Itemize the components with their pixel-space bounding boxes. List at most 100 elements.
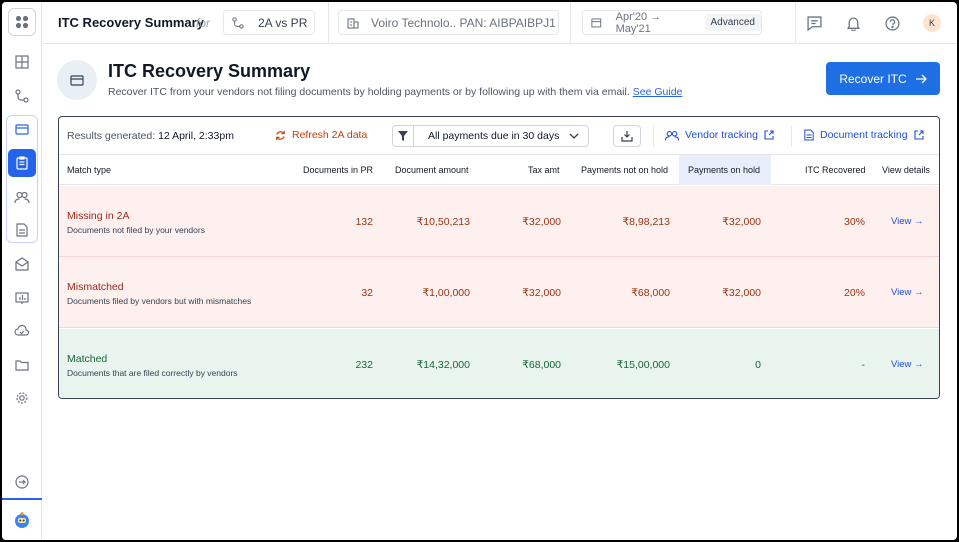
help-icon[interactable] (883, 14, 901, 32)
wallet-icon[interactable] (8, 115, 36, 143)
document-icon[interactable] (8, 216, 36, 244)
see-guide-link[interactable]: See Guide (632, 86, 683, 98)
results-label: Results generated: (67, 130, 156, 142)
building-icon (347, 17, 359, 29)
bell-icon[interactable] (844, 14, 862, 32)
payments-on-hold: ₹32,000 (722, 287, 761, 299)
itc-recovered: - (861, 359, 866, 371)
col-tax-amt: Tax amt (528, 165, 560, 175)
col-documents-in-pr: Documents in PR (303, 165, 374, 175)
document-amount: ₹1,00,000 (422, 287, 470, 299)
subtitle-text: Recover ITC from your vendors not filing… (108, 86, 630, 98)
report-icon[interactable] (8, 284, 36, 312)
recover-itc-button[interactable]: Recover ITC (826, 62, 940, 95)
compare-icon (232, 16, 244, 29)
row-name: Matched (67, 353, 108, 365)
external-link-icon (764, 130, 774, 140)
topbar-divider (795, 2, 796, 44)
page-title: ITC Recovery Summary (108, 61, 311, 81)
table-header: Match type Documents in PR Document amou… (59, 155, 939, 185)
refresh-label: Refresh 2A data (292, 129, 368, 141)
card-toolbar: Results generated: 12 April, 2:33pm Refr… (59, 117, 939, 155)
chat-icon[interactable] (805, 14, 823, 32)
view-link[interactable]: View → (891, 216, 924, 227)
results-generated: Results generated: 12 April, 2:33pm (67, 130, 234, 142)
itc-recovered: 20% (843, 287, 865, 299)
col-payments-not-on-hold: Payments not on hold (581, 165, 669, 175)
table-row-missing: Missing in 2A Documents not filed by you… (59, 186, 939, 257)
row-desc: Documents that are filed correctly by ve… (67, 368, 238, 378)
documents-in-pr: 132 (355, 216, 373, 228)
users-icon (665, 130, 679, 140)
topbar-title: ITC Recovery Summary (58, 15, 204, 30)
documents-in-pr: 232 (355, 359, 373, 371)
period-selector[interactable]: Apr'20 → May'21 Advanced (582, 10, 762, 35)
document-icon (804, 129, 814, 141)
vendor-tracking-link[interactable]: Vendor tracking (665, 129, 774, 141)
documents-in-pr: 32 (361, 287, 373, 299)
top-bar: ITC Recovery Summary for 2A vs PR Voiro … (42, 2, 957, 44)
expand-sidebar-icon[interactable] (8, 468, 36, 496)
payments-filter-select[interactable]: All payments due in 30 days (413, 125, 589, 147)
refresh-2a-button[interactable]: Refresh 2A data (275, 129, 367, 141)
reconcile-icon[interactable] (8, 82, 36, 110)
user-avatar[interactable]: K (923, 14, 941, 32)
col-itc-recovered: ITC Recovered (805, 165, 866, 175)
topbar-divider (570, 2, 571, 44)
apps-grid-icon[interactable] (8, 8, 36, 36)
row-name: Mismatched (67, 281, 124, 293)
payments-on-hold: 0 (755, 359, 761, 371)
filter-icon[interactable] (392, 125, 414, 147)
document-amount: ₹14,32,000 (416, 359, 470, 371)
payments-not-on-hold: ₹68,000 (631, 287, 670, 299)
tax-amt: ₹32,000 (522, 287, 561, 299)
document-tracking-link[interactable]: Document tracking (804, 129, 924, 141)
document-amount: ₹10,50,213 (416, 216, 470, 228)
cloud-check-icon[interactable] (8, 317, 36, 345)
tax-amt: ₹68,000 (522, 359, 561, 371)
users-icon[interactable] (8, 183, 36, 211)
assistant-bot-icon[interactable] (8, 506, 36, 534)
download-button[interactable] (613, 125, 641, 147)
clipboard-icon[interactable] (8, 149, 36, 177)
mail-icon[interactable] (8, 250, 36, 278)
tax-amt: ₹32,000 (522, 216, 561, 228)
comparison-selector[interactable]: 2A vs PR (223, 10, 315, 35)
period-label: Apr'20 → May'21 (615, 10, 662, 35)
comparison-label: 2A vs PR (258, 15, 308, 30)
sidebar-group (6, 115, 38, 243)
filter-value: All payments due in 30 days (428, 130, 560, 142)
advanced-badge[interactable]: Advanced (704, 14, 761, 31)
for-label: for (196, 16, 211, 30)
topbar-divider (328, 2, 329, 44)
company-selector[interactable]: Voiro Technolo.. PAN: AIBPAIBPJ1 (338, 10, 559, 35)
settings-icon[interactable] (8, 384, 36, 412)
table-row-matched: Matched Documents that are filed correct… (59, 329, 939, 398)
col-document-amount: Document amount (395, 165, 469, 175)
wallet-icon (57, 60, 97, 100)
view-link[interactable]: View → (891, 359, 924, 370)
folder-icon[interactable] (8, 351, 36, 379)
recovery-summary-card: Results generated: 12 April, 2:33pm Refr… (58, 116, 940, 399)
view-link[interactable]: View → (891, 287, 924, 298)
col-match-type: Match type (67, 165, 112, 175)
sidebar-divider (2, 498, 42, 500)
results-time: 12 April, 2:33pm (158, 130, 234, 142)
col-payments-on-hold: Payments on hold (679, 155, 771, 185)
chevron-down-icon (569, 133, 579, 139)
sidebar (2, 2, 42, 540)
toolbar-divider (791, 125, 792, 147)
document-tracking-label: Document tracking (820, 129, 908, 141)
table-row-mismatched: Mismatched Documents filed by vendors bu… (59, 257, 939, 328)
row-desc: Documents filed by vendors but with mism… (67, 296, 252, 306)
refresh-icon (276, 130, 285, 140)
arrow-right-icon (915, 74, 927, 83)
dashboard-icon[interactable] (8, 48, 36, 76)
col-view-details: View details (882, 165, 930, 175)
payments-not-on-hold: ₹8,98,213 (622, 216, 670, 228)
page-subtitle: Recover ITC from your vendors not filing… (108, 86, 682, 98)
row-desc: Documents not filed by your vendors (67, 225, 205, 235)
itc-recovered: 30% (843, 216, 865, 228)
row-name: Missing in 2A (67, 210, 130, 222)
